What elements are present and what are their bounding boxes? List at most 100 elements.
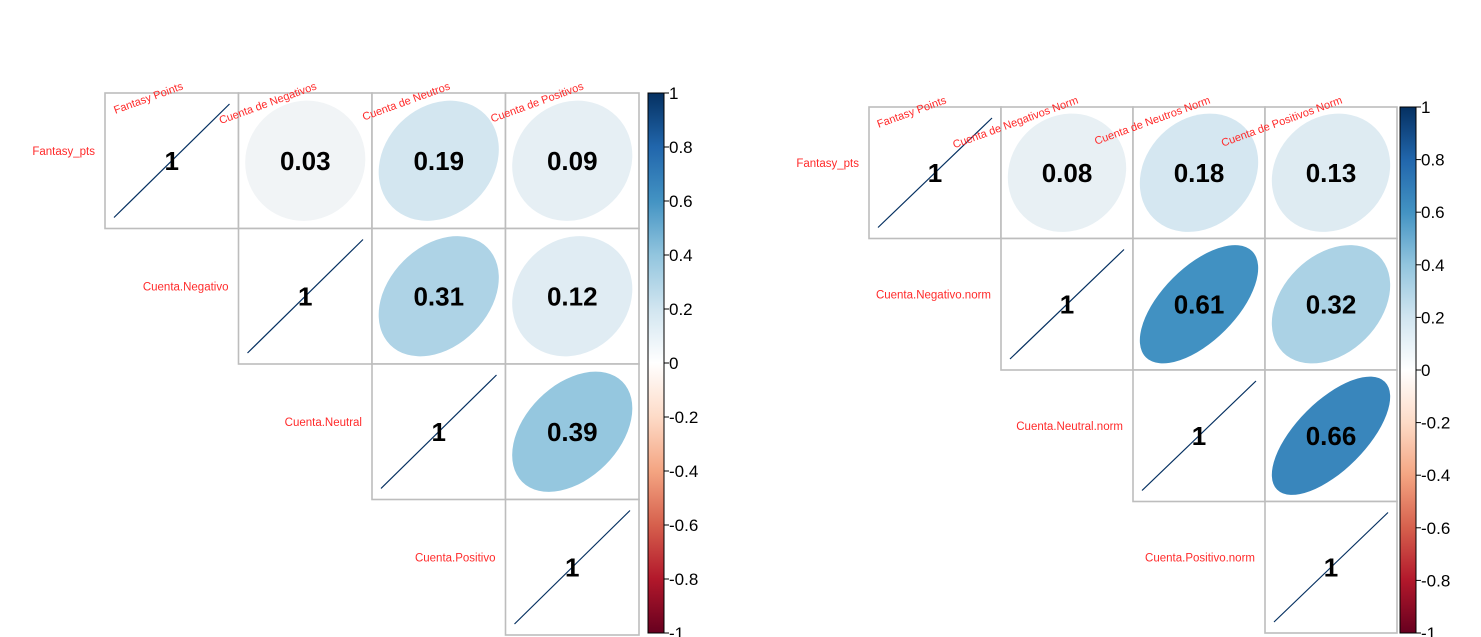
- corr-cell-0-3: 0.09: [504, 92, 640, 230]
- corr-value-label: 0.32: [1306, 289, 1357, 319]
- corr-value-label: 1: [1060, 289, 1074, 319]
- colorbar-tick: 0.2: [1416, 308, 1445, 327]
- corr-value-label: 0.31: [413, 281, 464, 311]
- corr-ellipse-mark: [1139, 245, 1259, 364]
- corr-ellipse-mark: [1271, 376, 1391, 495]
- corr-value-label: 0.12: [547, 281, 598, 311]
- colorbar-tick-label: -0.8: [1421, 571, 1450, 590]
- colorbar-tick: 0.2: [664, 300, 693, 319]
- corr-cell-0-0: 1: [868, 106, 1002, 240]
- colorbar-tick-label: -0.6: [669, 516, 698, 535]
- colorbar-tick-label: 0.4: [669, 246, 693, 265]
- corr-ellipse-mark: [245, 100, 366, 221]
- corr-cell-2-2: 1: [371, 363, 507, 501]
- corr-cell-1-3: 0.12: [504, 227, 640, 365]
- corr-ellipse-mark: [1271, 113, 1391, 232]
- colorbar-tick: -0.2: [1416, 414, 1450, 433]
- corr-value-label: 0.66: [1306, 421, 1357, 451]
- colorbar-tick: 0.8: [664, 138, 693, 157]
- colorbar-tick-label: -0.8: [669, 570, 698, 589]
- colorbar-tick: 1: [1416, 98, 1430, 117]
- corr-ellipse-mark: [1139, 113, 1259, 232]
- corr-value-label: 1: [928, 158, 942, 188]
- row-label: Fantasy_pts: [796, 158, 859, 170]
- corr-value-label: 1: [1192, 421, 1206, 451]
- corr-cell-0-1: 0.03: [237, 92, 373, 230]
- colorbar-tick: 0.6: [664, 192, 693, 211]
- colorbar-tick-label: -0.2: [1421, 414, 1450, 433]
- colorbar-tick-label: 0.2: [1421, 308, 1445, 327]
- corr-cell-0-2: 0.18: [1132, 106, 1266, 240]
- diagonal-line-mark: [380, 374, 497, 489]
- corr-value-label: 1: [298, 281, 312, 311]
- colorbar-tick: -0.2: [664, 408, 698, 427]
- row-label: Cuenta.Negativo: [143, 281, 229, 293]
- colorbar-tick-label: -1: [669, 624, 684, 637]
- colorbar-tick: -0.4: [1416, 466, 1450, 485]
- diagonal-line-mark: [877, 117, 993, 228]
- corr-value-label: 0.61: [1174, 289, 1225, 319]
- diagonal-line-mark: [1009, 249, 1125, 360]
- corr-cell-0-1: 0.08: [1000, 106, 1134, 240]
- corr-ellipse-mark: [512, 236, 633, 357]
- row-label: Fantasy_pts: [32, 146, 95, 158]
- colorbar-gradient: [647, 92, 665, 634]
- corr-cell-1-1: 1: [237, 227, 373, 365]
- colorbar-tick-label: 0.6: [669, 192, 693, 211]
- corr-cell-2-3: 0.39: [504, 363, 640, 501]
- colorbar-tick: 0.8: [1416, 151, 1445, 170]
- colorbar-tick: -0.6: [664, 516, 698, 535]
- row-label: Cuenta.Negativo.norm: [876, 289, 991, 301]
- cell-border: [1264, 500, 1398, 634]
- colorbar-tick: -1: [1416, 624, 1436, 637]
- corr-value-label: 0.19: [413, 146, 464, 176]
- colorbar-gradient: [1399, 106, 1417, 634]
- row-label: Cuenta.Positivo: [415, 552, 496, 564]
- diagonal-line-mark: [247, 239, 364, 354]
- corr-ellipse-mark: [512, 371, 633, 492]
- corr-ellipse-mark: [378, 236, 499, 357]
- row-label: Cuenta.Neutral: [285, 417, 362, 429]
- corr-value-label: 0.18: [1174, 158, 1225, 188]
- diagonal-line-mark: [514, 510, 631, 625]
- colorbar-tick-label: 1: [669, 84, 678, 103]
- colorbar-tick-label: -0.2: [669, 408, 698, 427]
- corr-cell-1-3: 0.32: [1264, 237, 1398, 371]
- colorbar-tick-label: -0.4: [669, 462, 698, 481]
- colorbar-tick-label: 0: [1421, 361, 1430, 380]
- corr-cell-2-2: 1: [1132, 369, 1266, 503]
- corr-ellipse-mark: [512, 100, 633, 221]
- corr-value-label: 0.03: [280, 146, 331, 176]
- colorbar: 1 0.8 0.6 0.4 0.2 0 -0.2 -0.4 -0.6 -0.8 -1: [1399, 98, 1450, 637]
- colorbar-tick-label: -1: [1421, 624, 1436, 637]
- corr-ellipse-mark: [1007, 113, 1127, 232]
- colorbar-tick: 0.6: [1416, 203, 1445, 222]
- colorbar-tick: 0: [1416, 361, 1430, 380]
- corr-cell-1-2: 0.61: [1132, 237, 1266, 371]
- colorbar-tick-label: 0.8: [669, 138, 693, 157]
- corr-value-label: 0.13: [1306, 158, 1357, 188]
- colorbar-tick-label: 0: [669, 354, 678, 373]
- colorbar-tick-label: 0.6: [1421, 203, 1445, 222]
- colorbar-tick: -0.8: [664, 570, 698, 589]
- diagonal-line-mark: [113, 103, 230, 218]
- corr-value-label: 0.08: [1042, 158, 1093, 188]
- colorbar-tick-label: 0.8: [1421, 151, 1445, 170]
- colorbar-tick-label: -0.6: [1421, 519, 1450, 538]
- corr-cell-0-0: 1: [104, 92, 240, 230]
- corr-value-label: 1: [1324, 552, 1338, 582]
- colorbar-tick: -1: [664, 624, 684, 637]
- colorbar-tick: -0.8: [1416, 571, 1450, 590]
- diagonal-line-mark: [1141, 380, 1257, 491]
- colorbar-tick-label: 1: [1421, 98, 1430, 117]
- corr-value-label: 1: [432, 417, 446, 447]
- colorbar-tick: 0.4: [664, 246, 693, 265]
- diagonal-line-mark: [1273, 512, 1389, 623]
- colorbar-tick-label: 0.4: [1421, 256, 1445, 275]
- corr-cell-0-3: 0.13: [1264, 106, 1398, 240]
- colorbar-tick: -0.4: [664, 462, 698, 481]
- corr-value-label: 0.39: [547, 417, 598, 447]
- corr-cell-1-2: 0.31: [371, 227, 507, 365]
- corr-cell-2-3: 0.66: [1264, 369, 1398, 503]
